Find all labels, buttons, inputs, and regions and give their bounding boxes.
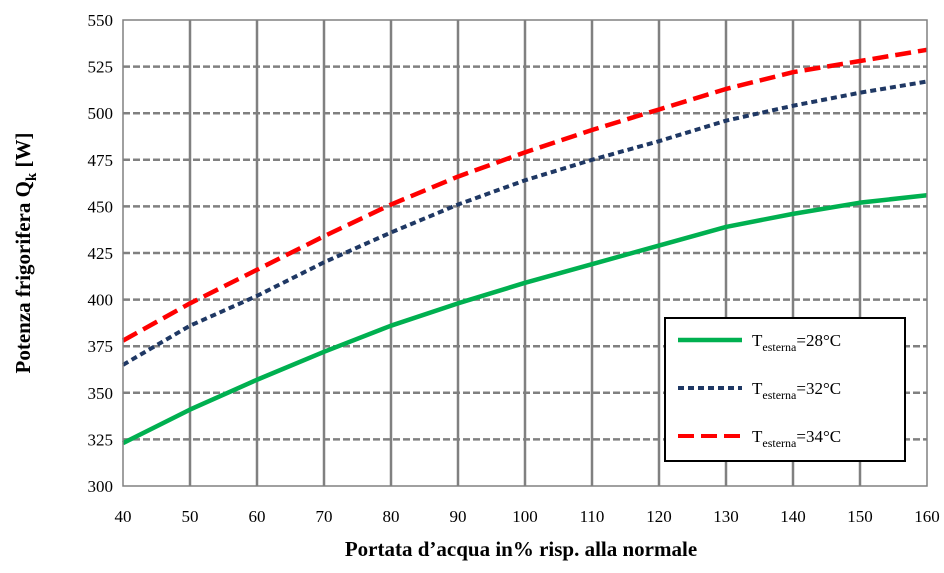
y-tick-label: 500 bbox=[88, 104, 114, 123]
legend-label-subscript: esterna bbox=[762, 340, 797, 354]
x-tick-labels: 40 50 60 70 80 90 100 110 120 130 140 150 160 bbox=[115, 507, 940, 526]
y-axis-title-unit: [W] bbox=[11, 132, 35, 172]
y-tick-label: 525 bbox=[88, 58, 114, 77]
series-line-3 bbox=[121, 47, 928, 343]
x-tick-label: 80 bbox=[383, 507, 400, 526]
legend-label-main: T bbox=[752, 379, 763, 398]
y-tick-label: 350 bbox=[88, 384, 114, 403]
y-tick-label: 375 bbox=[88, 337, 114, 356]
legend-label-value: =32°C bbox=[796, 379, 841, 398]
x-tick-label: 130 bbox=[713, 507, 739, 526]
x-tick-label: 110 bbox=[580, 507, 605, 526]
legend-label-2: Testerna=32°C bbox=[752, 379, 841, 402]
y-axis-title-main: Potenza frigorifera Q bbox=[11, 181, 35, 373]
x-tick-label: 90 bbox=[450, 507, 467, 526]
series-line-1 bbox=[121, 192, 928, 446]
y-tick-label: 425 bbox=[88, 244, 114, 263]
y-axis-title: Potenza frigorifera Qk [W] bbox=[11, 132, 40, 373]
y-tick-label: 450 bbox=[88, 197, 114, 216]
x-axis-title: Portata d’acqua in% risp. alla normale bbox=[345, 537, 697, 561]
x-tick-label: 40 bbox=[115, 507, 132, 526]
legend-label-main: T bbox=[752, 331, 763, 350]
legend-label-value: =34°C bbox=[796, 427, 841, 446]
x-tick-label: 70 bbox=[316, 507, 333, 526]
plot-frame bbox=[122, 19, 928, 487]
x-tick-label: 60 bbox=[249, 507, 266, 526]
series-group bbox=[121, 47, 928, 446]
y-axis-title-subscript: k bbox=[24, 172, 40, 181]
legend-label-value: =28°C bbox=[796, 331, 841, 350]
legend-label-1: Testerna=28°C bbox=[752, 331, 841, 354]
x-tick-label: 160 bbox=[914, 507, 940, 526]
x-tick-label: 50 bbox=[182, 507, 199, 526]
y-tick-label: 300 bbox=[88, 477, 114, 496]
legend-label-3: Testerna=34°C bbox=[752, 427, 841, 450]
legend-label-subscript: esterna bbox=[762, 388, 797, 402]
x-tick-label: 150 bbox=[847, 507, 873, 526]
x-tick-label: 140 bbox=[780, 507, 806, 526]
x-tick-label: 100 bbox=[512, 507, 538, 526]
series-line-2 bbox=[121, 79, 928, 367]
y-tick-label: 550 bbox=[88, 11, 114, 30]
legend-label-main: T bbox=[752, 427, 763, 446]
legend-label-subscript: esterna bbox=[762, 436, 797, 450]
y-tick-labels: 300 325 350 375 400 425 450 475 500 525 550 bbox=[88, 11, 114, 496]
y-tick-label: 400 bbox=[88, 291, 114, 310]
y-tick-label: 325 bbox=[88, 430, 114, 449]
x-tick-label: 120 bbox=[646, 507, 672, 526]
y-tick-label: 475 bbox=[88, 151, 114, 170]
